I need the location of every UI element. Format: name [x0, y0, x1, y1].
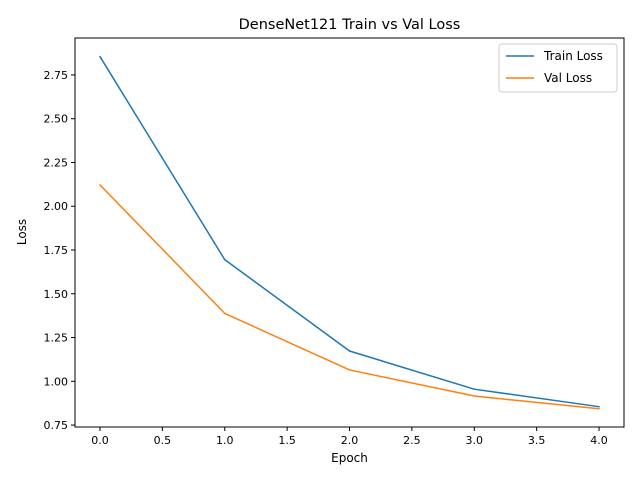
ticks-layer: 0.0 0.5 1.0 1.5 2.0 2.5 3.0 3.5 4.0 0.75 1.00 1.25 1…	[44, 69, 608, 447]
x-axis-label: Epoch	[331, 451, 368, 465]
series-layer	[99, 55, 600, 410]
plot-area: 0.0 0.5 1.0 1.5 2.0 2.5 3.0 3.5 4.0 0.75 1.00 1.25 1…	[44, 37, 625, 447]
data-point-train-loss	[348, 350, 351, 352]
x-tick-label: 4.0	[590, 434, 608, 447]
y-tick-label: 2.50	[44, 113, 69, 126]
data-point-val-loss	[348, 369, 351, 371]
y-tick-label: 0.75	[44, 419, 69, 432]
y-tick-label: 2.25	[44, 156, 69, 169]
y-tick-label: 2.75	[44, 69, 69, 82]
x-tick-label: 0.5	[154, 434, 172, 447]
legend-label-train-loss: Train Loss	[543, 49, 603, 63]
x-tick-label: 3.0	[466, 434, 484, 447]
data-point-val-loss	[473, 395, 476, 397]
y-tick-label: 2.00	[44, 200, 69, 213]
data-point-val-loss	[99, 184, 101, 186]
x-tick-label: 3.5	[528, 434, 546, 447]
x-tick-label: 0.0	[91, 434, 109, 447]
axes-frame	[74, 37, 625, 428]
y-tick-label: 1.50	[44, 288, 69, 301]
legend: Train Loss Val Loss	[498, 43, 618, 93]
data-point-train-loss	[99, 55, 101, 58]
x-tick-label: 1.0	[216, 434, 234, 447]
data-point-train-loss	[598, 405, 600, 408]
y-tick-label: 1.00	[44, 375, 69, 388]
data-point-train-loss	[473, 388, 476, 390]
y-tick-label: 1.25	[44, 332, 69, 345]
x-tick-label: 2.5	[403, 434, 421, 447]
y-tick-label: 1.75	[44, 244, 69, 257]
data-point-val-loss	[598, 407, 600, 410]
chart-title: DenseNet121 Train vs Val Loss	[239, 17, 461, 33]
data-point-val-loss	[223, 312, 226, 315]
axes-background	[75, 38, 624, 427]
x-tick-label: 1.5	[278, 434, 296, 447]
data-point-train-loss	[223, 258, 226, 261]
legend-label-val-loss: Val Loss	[544, 71, 592, 85]
x-tick-label: 2.0	[341, 434, 359, 447]
y-axis-label: Loss	[15, 219, 29, 245]
